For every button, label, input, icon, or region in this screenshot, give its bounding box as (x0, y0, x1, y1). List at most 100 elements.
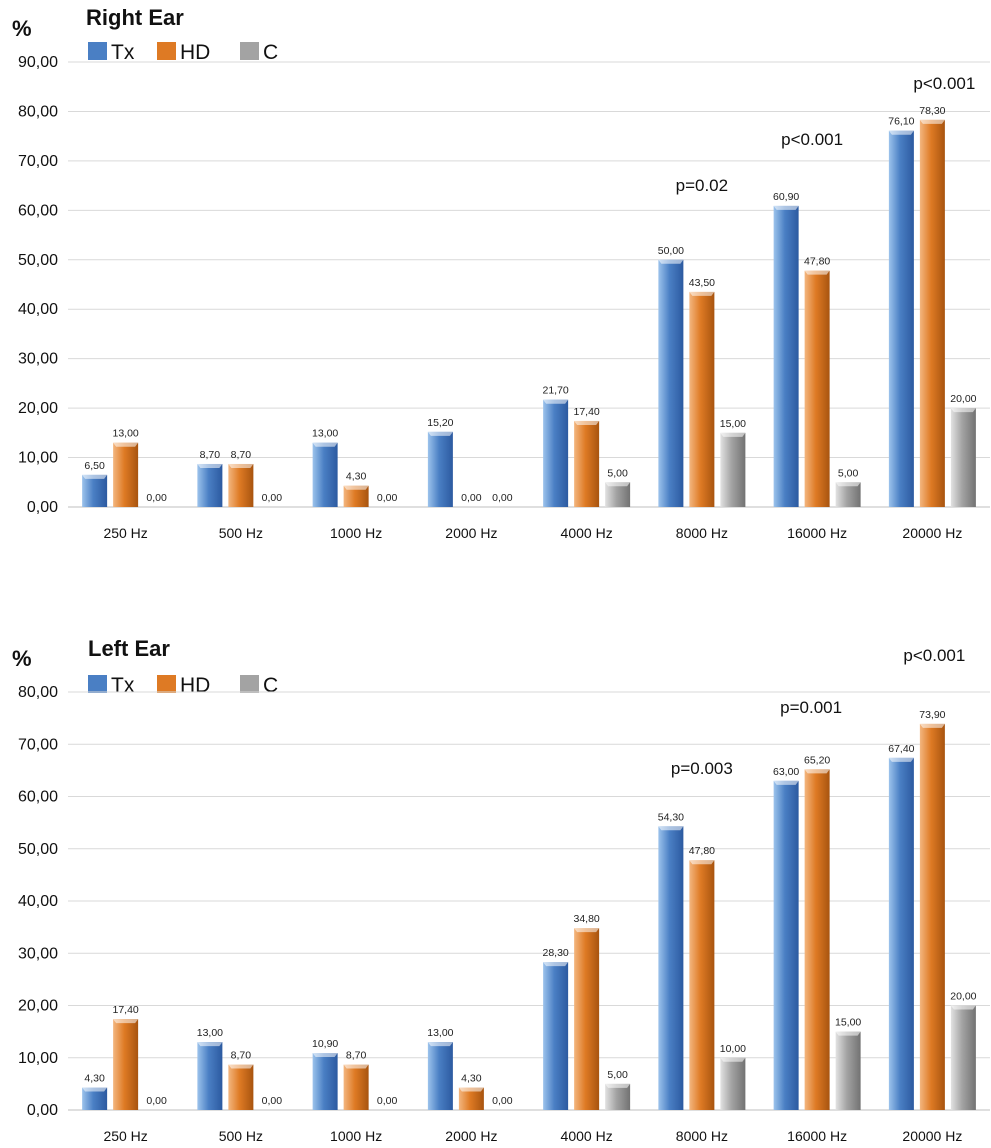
data-label: 50,00 (658, 245, 684, 257)
bar-highlight (82, 474, 108, 479)
bar-highlight (605, 1083, 631, 1088)
bar-highlight (720, 1057, 746, 1062)
data-label: 20,00 (950, 393, 976, 405)
bar-tx (197, 1042, 223, 1110)
p-value-annotation: p=0.001 (780, 698, 842, 717)
legend-label-c: C (263, 674, 278, 697)
data-label: 0,00 (461, 492, 482, 504)
bar-highlight (658, 259, 684, 264)
bar-highlight (197, 463, 223, 468)
data-label: 78,30 (919, 105, 945, 117)
p-value-annotation: p=0.003 (671, 759, 733, 778)
y-tick-label: 50,00 (18, 252, 58, 269)
bar-hd (804, 769, 830, 1110)
bar-highlight (343, 485, 369, 490)
bar-hd (919, 723, 945, 1110)
bar-highlight (312, 442, 338, 447)
p-value-annotation: p=0.02 (676, 176, 728, 195)
bar-tx (658, 826, 684, 1110)
x-tick-label: 2000 Hz (445, 1128, 497, 1144)
data-label: 34,80 (573, 913, 599, 925)
y-tick-label: 90,00 (18, 54, 58, 71)
data-label: 67,40 (888, 743, 914, 755)
bar-highlight (720, 432, 746, 437)
data-label: 60,90 (773, 191, 799, 203)
bar-hd (343, 485, 369, 507)
x-tick-label: 20000 Hz (902, 1128, 962, 1144)
data-label: 0,00 (146, 492, 167, 504)
bar-tx (312, 442, 338, 507)
data-label: 47,80 (804, 256, 830, 268)
data-label: 8,70 (200, 449, 221, 461)
data-label: 4,30 (346, 471, 367, 483)
y-tick-label: 30,00 (18, 945, 58, 962)
bar-tx (773, 205, 799, 507)
y-tick-label: 40,00 (18, 893, 58, 910)
data-label: 0,00 (492, 492, 513, 504)
bar-highlight (835, 482, 861, 487)
x-tick-label: 20000 Hz (902, 525, 962, 541)
bar-highlight (113, 442, 139, 447)
bar-hd (574, 420, 600, 507)
y-tick-label: 10,00 (18, 1050, 58, 1067)
bar-c (720, 432, 746, 507)
bar-highlight (888, 130, 914, 135)
data-label: 8,70 (346, 1050, 367, 1062)
x-tick-label: 250 Hz (103, 525, 147, 541)
data-label: 5,00 (607, 467, 628, 479)
data-label: 76,10 (888, 116, 914, 128)
x-tick-label: 500 Hz (219, 1128, 263, 1144)
legend-swatch-hd (157, 675, 176, 693)
data-label: 54,30 (658, 811, 684, 823)
data-label: 13,00 (312, 428, 338, 440)
bar-c (835, 482, 861, 507)
bar-tx (82, 474, 108, 507)
bar-highlight (543, 399, 569, 404)
bar-highlight (197, 1042, 223, 1047)
data-label: 4,30 (461, 1073, 482, 1085)
y-tick-label: 60,00 (18, 789, 58, 806)
legend-swatch-c (240, 675, 259, 693)
bar-highlight (919, 723, 945, 728)
y-tick-label: 20,00 (18, 400, 58, 417)
x-tick-label: 4000 Hz (561, 525, 613, 541)
data-label: 17,40 (112, 1004, 138, 1016)
bar-highlight (919, 119, 945, 124)
y-tick-label: 10,00 (18, 450, 58, 467)
data-label: 15,00 (835, 1017, 861, 1029)
bar-tx (427, 1042, 453, 1110)
bar-c (605, 482, 631, 507)
chart-title: Right Ear (86, 5, 184, 30)
p-value-annotation: p<0.001 (781, 130, 843, 149)
data-label: 20,00 (950, 991, 976, 1003)
bar-highlight (689, 860, 715, 865)
data-label: 10,00 (720, 1043, 746, 1055)
bar-highlight (888, 757, 914, 762)
legend-swatch-tx (88, 675, 107, 693)
bar-highlight (228, 1064, 254, 1069)
data-label: 8,70 (231, 1050, 252, 1062)
data-label: 47,80 (689, 845, 715, 857)
bar-highlight (950, 408, 976, 413)
data-label: 0,00 (262, 1095, 283, 1107)
legend-label-tx: Tx (111, 41, 135, 64)
y-tick-label: 70,00 (18, 736, 58, 753)
y-tick-label: 20,00 (18, 998, 58, 1015)
data-label: 13,00 (427, 1027, 453, 1039)
bar-highlight (427, 431, 453, 436)
y-tick-label: 80,00 (18, 684, 58, 701)
data-label: 13,00 (112, 428, 138, 440)
bar-hd (228, 463, 254, 507)
bar-c (950, 1005, 976, 1110)
x-tick-label: 2000 Hz (445, 525, 497, 541)
p-value-annotation: p<0.001 (913, 74, 975, 93)
bar-highlight (312, 1053, 338, 1058)
bar-tx (427, 431, 453, 507)
bar-hd (574, 928, 600, 1110)
bar-hd (689, 291, 715, 507)
data-label: 21,70 (542, 385, 568, 397)
data-label: 6,50 (84, 460, 105, 472)
bar-hd (919, 119, 945, 507)
y-tick-label: 70,00 (18, 153, 58, 170)
